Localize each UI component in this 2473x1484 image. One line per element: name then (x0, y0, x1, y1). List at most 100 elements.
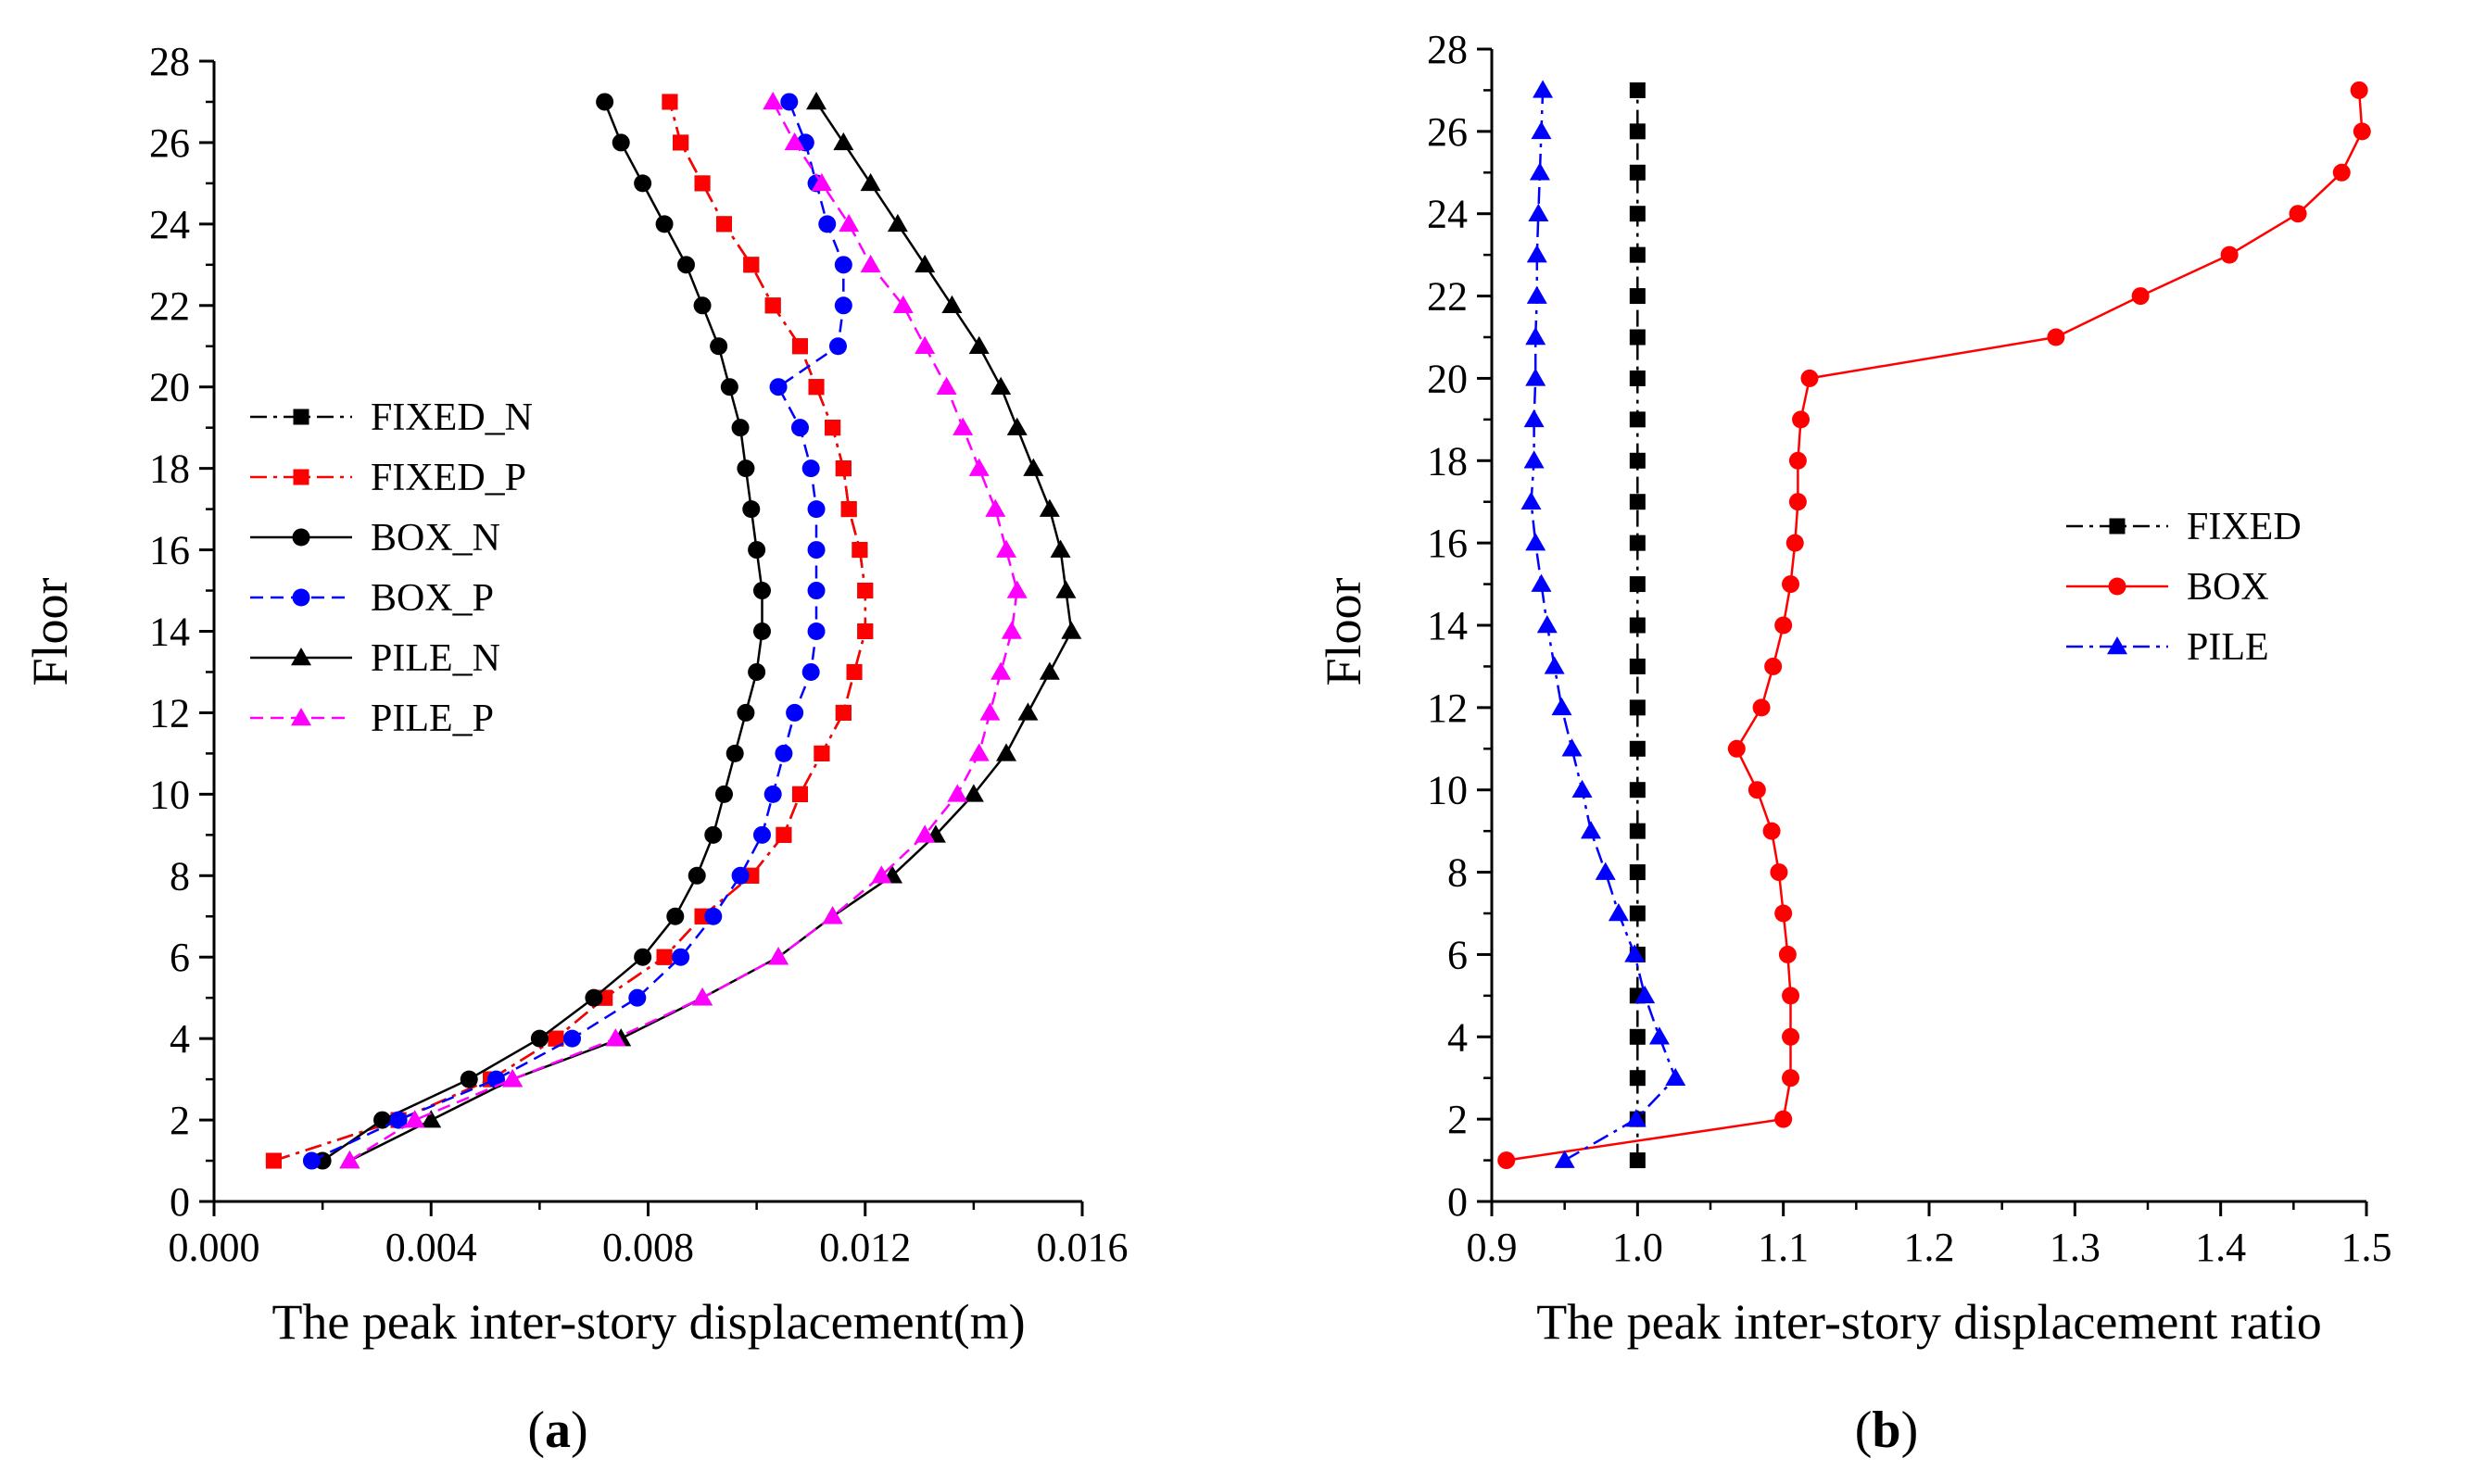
data-point (857, 623, 874, 639)
data-point (1782, 987, 1800, 1005)
data-point (1624, 944, 1646, 962)
data-point (731, 419, 750, 437)
data-point (1629, 617, 1646, 634)
data-point (1580, 821, 1601, 839)
data-point (791, 338, 808, 355)
y-tick-label: 16 (1427, 521, 1468, 566)
data-point (790, 419, 809, 437)
data-point (530, 1029, 549, 1048)
data-point (775, 744, 793, 762)
panel-label-open: ( (1855, 1402, 1873, 1459)
legend-marker (292, 528, 310, 547)
series-pile (1520, 80, 1686, 1168)
data-point (1526, 285, 1547, 304)
y-tick-label: 8 (170, 853, 190, 899)
series-box (1497, 81, 2371, 1170)
data-point (688, 866, 706, 885)
data-point (1774, 616, 1793, 635)
data-point (1629, 782, 1646, 799)
data-point (1770, 863, 1788, 882)
y-tick-label: 4 (170, 1016, 190, 1062)
data-point (1544, 656, 1565, 674)
data-point (2220, 245, 2239, 264)
data-point (673, 134, 689, 151)
data-point (1055, 580, 1077, 598)
data-point (1629, 246, 1646, 263)
legend-label: PILE_P (371, 698, 494, 740)
data-point (1752, 698, 1771, 717)
legend-label: FIXED_P (371, 457, 526, 499)
data-point (1629, 905, 1646, 922)
data-point (840, 501, 857, 518)
data-point (1006, 580, 1028, 598)
data-point (1023, 458, 1044, 476)
data-point (655, 215, 674, 233)
panel-label-close: ) (571, 1402, 588, 1459)
data-point (860, 172, 881, 192)
data-point (389, 1111, 408, 1129)
x-tick-label: 1.2 (1904, 1225, 1955, 1270)
data-point (839, 213, 860, 233)
data-point (915, 335, 936, 354)
data-point (1529, 162, 1550, 181)
y-tick-label: 10 (1427, 768, 1468, 813)
legend: FIXED BOX PILE (2066, 506, 2302, 669)
data-point (1774, 1110, 1793, 1128)
data-point (1523, 450, 1545, 469)
data-point (742, 500, 761, 519)
data-point (2131, 287, 2150, 306)
data-point (822, 906, 843, 924)
data-point (776, 826, 792, 843)
legend-marker (293, 469, 309, 485)
data-point (808, 379, 825, 396)
data-point (2289, 205, 2307, 223)
data-point (786, 703, 804, 722)
x-tick-label: 0.9 (1467, 1225, 1518, 1270)
data-point (748, 662, 766, 681)
y-tick-label: 8 (1447, 850, 1468, 896)
data-point (763, 785, 782, 803)
data-point (1778, 945, 1797, 963)
data-point (656, 949, 673, 965)
data-point (1625, 1109, 1647, 1127)
x-tick-label: 1.5 (2341, 1225, 2392, 1270)
data-point (860, 254, 881, 273)
data-point (1634, 985, 1656, 1004)
data-point (634, 948, 652, 966)
data-point (801, 662, 820, 681)
y-tick-label: 0 (1447, 1179, 1468, 1225)
data-point (835, 704, 852, 721)
data-point (1629, 329, 1646, 346)
y-tick-label: 6 (170, 935, 190, 980)
data-point (692, 987, 713, 1006)
data-point (1629, 206, 1646, 222)
data-point (1017, 702, 1039, 721)
data-point (814, 745, 830, 761)
data-point (265, 1152, 282, 1169)
x-tick-label: 1.0 (1612, 1225, 1663, 1270)
y-tick-label: 20 (149, 365, 190, 410)
data-point (2350, 81, 2368, 99)
data-point (715, 216, 732, 233)
data-point (1561, 738, 1583, 757)
data-point (1764, 657, 1783, 675)
y-tick-label: 18 (1427, 438, 1468, 484)
data-point (1551, 697, 1572, 716)
data-point (1782, 1069, 1800, 1088)
data-point (968, 458, 990, 476)
series-line (348, 101, 1018, 1163)
data-point (1531, 573, 1552, 592)
series-pile-n (339, 91, 1082, 1169)
data-point (1554, 1150, 1575, 1168)
data-point (833, 132, 854, 151)
y-tick-label: 26 (149, 120, 190, 166)
data-point (1727, 739, 1746, 758)
x-tick-label: 0.000 (169, 1225, 260, 1270)
data-point (373, 1111, 392, 1129)
data-point (1629, 123, 1646, 140)
data-point (1629, 494, 1646, 510)
data-point (985, 498, 1006, 517)
data-point (731, 866, 750, 885)
data-point (996, 539, 1017, 558)
